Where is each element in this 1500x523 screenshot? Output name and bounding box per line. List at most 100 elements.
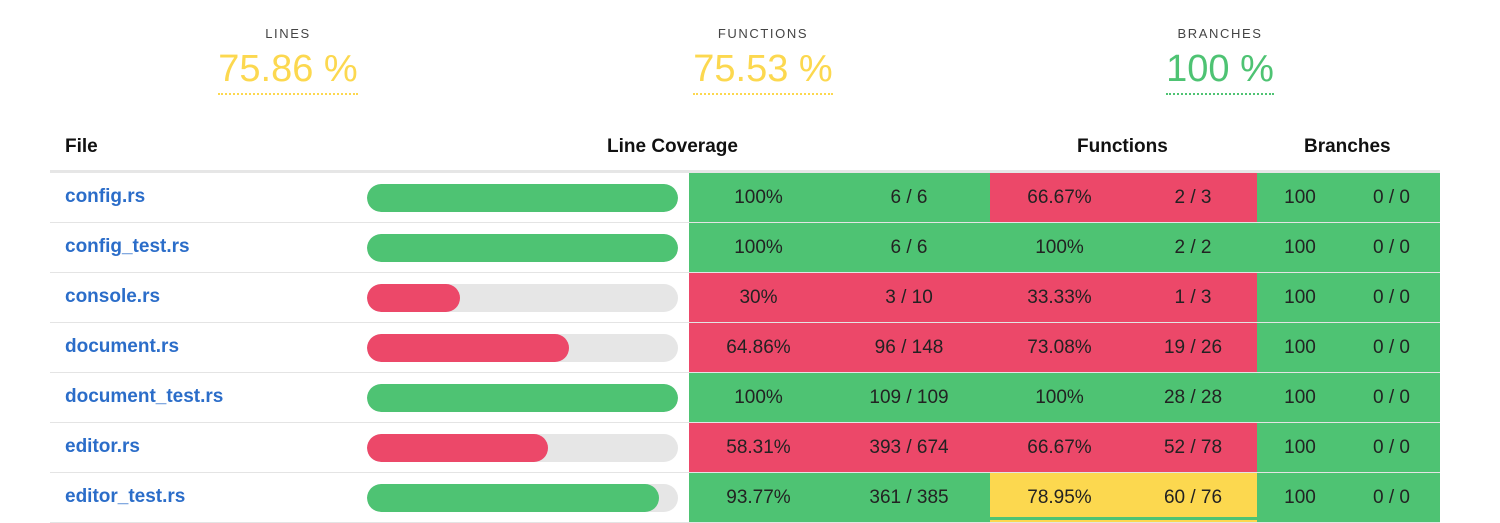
line-count: 3 / 10	[885, 286, 933, 308]
branch-coverage-cell	[1257, 273, 1440, 322]
line-coverage-bar-fill	[367, 434, 549, 462]
function-coverage-cell	[990, 173, 1257, 222]
file-link[interactable]: console.rs	[65, 286, 161, 307]
function-coverage-cell	[990, 473, 1257, 522]
line-coverage-bar-fill	[367, 384, 678, 412]
line-coverage-bar	[367, 334, 678, 362]
branch-count: 0 / 0	[1373, 236, 1410, 258]
branch-count: 0 / 0	[1373, 386, 1410, 408]
branch-count: 0 / 0	[1373, 336, 1410, 358]
line-percent: 58.31%	[726, 436, 791, 458]
branch-percent: 100	[1284, 386, 1316, 408]
branch-percent: 100	[1284, 336, 1316, 358]
file-link[interactable]: config_test.rs	[65, 236, 190, 257]
table-row: config_test.rs 100% 6 / 6 100% 2 / 2 100 0 / 0	[50, 223, 1440, 273]
table-row: document_test.rs 100% 109 / 109 100% 28 / 28…	[50, 373, 1440, 423]
function-percent: 100%	[1035, 236, 1084, 258]
line-percent: 30%	[739, 286, 778, 308]
functions-summary: FUNCTIONS 75.53 %	[663, 26, 863, 95]
file-link[interactable]: config.rs	[65, 186, 146, 207]
table-header: File Line Coverage Functions Branches	[50, 122, 1440, 173]
line-coverage-cell	[689, 323, 990, 372]
line-coverage-cell	[689, 173, 990, 222]
functions-summary-label: FUNCTIONS	[717, 26, 809, 41]
file-link[interactable]: document_test.rs	[65, 386, 224, 407]
line-coverage-bar-fill	[367, 284, 461, 312]
line-coverage-cell	[689, 373, 990, 422]
function-coverage-cell	[990, 373, 1257, 422]
file-link[interactable]: editor_test.rs	[65, 486, 186, 507]
branch-coverage-cell	[1257, 173, 1440, 222]
branch-count: 0 / 0	[1373, 286, 1410, 308]
branch-count: 0 / 0	[1373, 186, 1410, 208]
function-coverage-cell	[990, 273, 1257, 322]
line-percent: 100%	[734, 236, 783, 258]
function-count: 28 / 28	[1163, 386, 1223, 408]
table-row: editor.rs 58.31% 393 / 674 66.67% 52 / 78 100…	[50, 423, 1440, 473]
line-percent: 64.86%	[726, 336, 791, 358]
line-coverage-cell	[689, 473, 990, 522]
line-count: 6 / 6	[890, 186, 928, 208]
function-count: 52 / 78	[1163, 436, 1223, 458]
line-coverage-bar-fill	[367, 234, 678, 262]
table-row: config.rs 100% 6 / 6 66.67% 2 / 3 100 0 / 0	[50, 173, 1440, 223]
line-coverage-bar	[367, 234, 678, 262]
line-coverage-bar	[367, 484, 678, 512]
function-percent: 73.08%	[1027, 336, 1092, 358]
branch-percent: 100	[1284, 236, 1316, 258]
header-file[interactable]: File	[65, 136, 98, 157]
line-coverage-cell	[689, 223, 990, 272]
file-link[interactable]: editor.rs	[65, 436, 140, 457]
next-row-edge	[689, 517, 1440, 520]
functions-summary-value: 75.53 %	[693, 47, 833, 95]
line-percent: 100%	[734, 386, 783, 408]
branch-coverage-cell	[1257, 473, 1440, 522]
table-row: editor_test.rs 93.77% 361 / 385 78.95% 60 / …	[50, 473, 1440, 523]
line-coverage-bar	[367, 284, 678, 312]
table-body: config.rs 100% 6 / 6 66.67% 2 / 3 100 0 / 0 con…	[50, 173, 1440, 523]
line-coverage-bar	[367, 434, 678, 462]
line-coverage-bar	[367, 384, 678, 412]
line-coverage-cell	[689, 273, 990, 322]
header-branches[interactable]: Branches	[1304, 136, 1391, 157]
branches-summary: BRANCHES 100 %	[1120, 26, 1320, 95]
header-functions[interactable]: Functions	[1077, 136, 1168, 157]
function-count: 60 / 76	[1163, 486, 1223, 508]
function-percent: 33.33%	[1027, 286, 1092, 308]
branch-count: 0 / 0	[1373, 486, 1410, 508]
line-count: 393 / 674	[869, 436, 949, 458]
function-count: 19 / 26	[1163, 336, 1223, 358]
line-coverage-bar-fill	[367, 484, 659, 512]
branch-percent: 100	[1284, 436, 1316, 458]
line-coverage-bar-fill	[367, 334, 569, 362]
lines-summary: LINES 75.86 %	[188, 26, 388, 95]
coverage-table: File Line Coverage Functions Branches co…	[50, 122, 1440, 523]
line-count: 96 / 148	[874, 336, 944, 358]
line-count: 6 / 6	[890, 236, 928, 258]
line-coverage-bar-fill	[367, 184, 678, 212]
function-percent: 66.67%	[1027, 436, 1092, 458]
line-count: 109 / 109	[869, 386, 949, 408]
branch-count: 0 / 0	[1373, 436, 1410, 458]
branch-percent: 100	[1284, 486, 1316, 508]
function-count: 2 / 2	[1174, 236, 1212, 258]
branch-coverage-cell	[1257, 373, 1440, 422]
function-coverage-cell	[990, 423, 1257, 472]
function-percent: 100%	[1035, 386, 1084, 408]
branch-coverage-cell	[1257, 423, 1440, 472]
function-coverage-cell	[990, 323, 1257, 372]
branch-percent: 100	[1284, 286, 1316, 308]
function-percent: 66.67%	[1027, 186, 1092, 208]
function-count: 1 / 3	[1174, 286, 1212, 308]
file-link[interactable]: document.rs	[65, 336, 180, 357]
table-row: console.rs 30% 3 / 10 33.33% 1 / 3 100 0 / 0	[50, 273, 1440, 323]
lines-summary-label: LINES	[265, 26, 311, 41]
header-line-coverage[interactable]: Line Coverage	[607, 136, 738, 157]
line-percent: 93.77%	[726, 486, 791, 508]
branch-coverage-cell	[1257, 223, 1440, 272]
function-percent: 78.95%	[1027, 486, 1092, 508]
branches-summary-label: BRANCHES	[1177, 26, 1263, 41]
branches-summary-value: 100 %	[1166, 47, 1274, 95]
branch-coverage-cell	[1257, 323, 1440, 372]
line-coverage-bar	[367, 184, 678, 212]
